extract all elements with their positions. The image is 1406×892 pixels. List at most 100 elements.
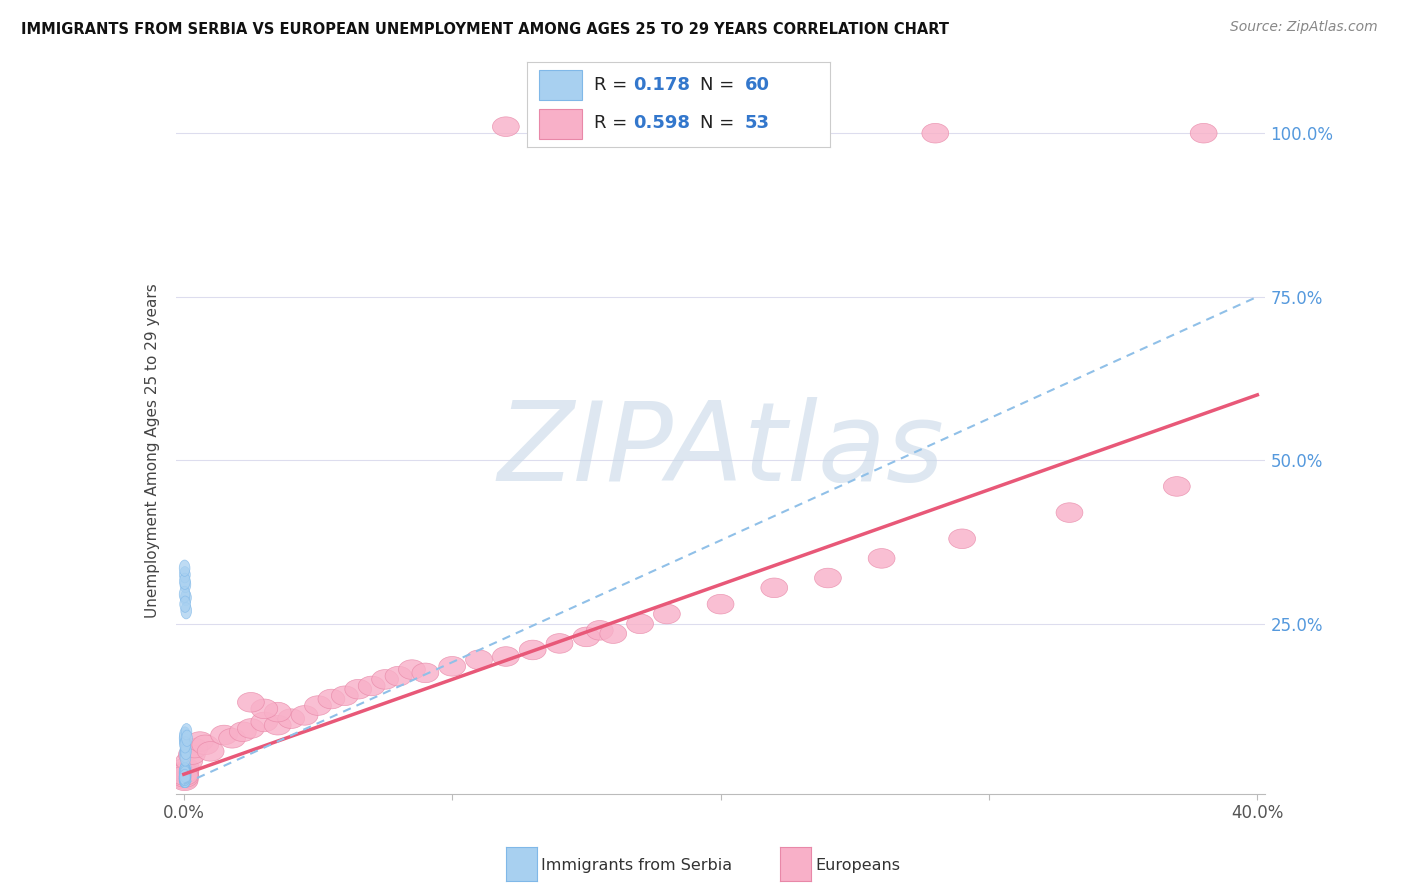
Ellipse shape bbox=[180, 767, 190, 784]
Ellipse shape bbox=[180, 766, 190, 782]
Ellipse shape bbox=[1191, 123, 1218, 143]
Ellipse shape bbox=[180, 763, 190, 780]
Ellipse shape bbox=[179, 772, 190, 788]
Ellipse shape bbox=[180, 743, 190, 760]
Text: 0.178: 0.178 bbox=[633, 76, 690, 94]
Text: R =: R = bbox=[593, 114, 633, 132]
Ellipse shape bbox=[180, 760, 191, 776]
Ellipse shape bbox=[179, 586, 190, 603]
Text: 0.598: 0.598 bbox=[633, 114, 690, 132]
Ellipse shape bbox=[179, 560, 190, 576]
Ellipse shape bbox=[359, 676, 385, 696]
Ellipse shape bbox=[180, 767, 191, 784]
Bar bbox=[540, 70, 582, 100]
Ellipse shape bbox=[238, 692, 264, 712]
Ellipse shape bbox=[180, 740, 191, 756]
Ellipse shape bbox=[181, 603, 191, 619]
Ellipse shape bbox=[180, 747, 190, 763]
Ellipse shape bbox=[305, 696, 332, 715]
Ellipse shape bbox=[180, 766, 191, 782]
Ellipse shape bbox=[278, 709, 305, 729]
Ellipse shape bbox=[318, 690, 344, 709]
Ellipse shape bbox=[180, 566, 190, 583]
Ellipse shape bbox=[385, 666, 412, 686]
Ellipse shape bbox=[519, 640, 546, 660]
Ellipse shape bbox=[814, 568, 841, 588]
Ellipse shape bbox=[627, 614, 654, 633]
Text: 53: 53 bbox=[745, 114, 770, 132]
Ellipse shape bbox=[176, 751, 202, 771]
Ellipse shape bbox=[949, 529, 976, 549]
Ellipse shape bbox=[492, 647, 519, 666]
Ellipse shape bbox=[180, 766, 190, 782]
Ellipse shape bbox=[179, 764, 190, 781]
Text: Source: ZipAtlas.com: Source: ZipAtlas.com bbox=[1230, 20, 1378, 34]
Ellipse shape bbox=[179, 769, 190, 785]
Ellipse shape bbox=[180, 764, 190, 781]
Ellipse shape bbox=[180, 772, 191, 788]
Ellipse shape bbox=[179, 769, 190, 786]
Ellipse shape bbox=[398, 660, 426, 680]
Ellipse shape bbox=[180, 764, 190, 781]
Ellipse shape bbox=[332, 686, 359, 706]
Ellipse shape bbox=[172, 764, 198, 783]
Ellipse shape bbox=[179, 730, 190, 747]
Ellipse shape bbox=[172, 770, 198, 789]
Ellipse shape bbox=[180, 733, 190, 749]
Ellipse shape bbox=[371, 670, 398, 690]
Ellipse shape bbox=[172, 768, 198, 788]
Ellipse shape bbox=[179, 769, 190, 785]
Ellipse shape bbox=[180, 764, 191, 781]
Ellipse shape bbox=[180, 574, 190, 590]
Ellipse shape bbox=[181, 723, 191, 740]
Ellipse shape bbox=[229, 722, 256, 741]
Ellipse shape bbox=[179, 772, 190, 788]
Ellipse shape bbox=[187, 731, 214, 751]
Ellipse shape bbox=[600, 624, 627, 643]
Ellipse shape bbox=[180, 763, 190, 780]
Ellipse shape bbox=[179, 772, 190, 788]
Text: ZIPAtlas: ZIPAtlas bbox=[498, 397, 943, 504]
Ellipse shape bbox=[180, 764, 190, 781]
Ellipse shape bbox=[180, 763, 190, 780]
Ellipse shape bbox=[219, 729, 246, 748]
Text: N =: N = bbox=[700, 114, 740, 132]
Ellipse shape bbox=[180, 769, 191, 785]
Ellipse shape bbox=[180, 769, 190, 785]
Ellipse shape bbox=[291, 706, 318, 725]
Ellipse shape bbox=[179, 766, 190, 782]
Ellipse shape bbox=[465, 650, 492, 670]
Ellipse shape bbox=[211, 725, 238, 745]
Ellipse shape bbox=[238, 719, 264, 739]
Ellipse shape bbox=[492, 117, 519, 136]
Ellipse shape bbox=[180, 766, 190, 782]
Text: 60: 60 bbox=[745, 76, 770, 94]
Ellipse shape bbox=[180, 764, 190, 781]
Ellipse shape bbox=[172, 765, 198, 785]
Text: Europeans: Europeans bbox=[815, 858, 900, 872]
Ellipse shape bbox=[586, 621, 613, 640]
Ellipse shape bbox=[180, 769, 190, 785]
Text: Immigrants from Serbia: Immigrants from Serbia bbox=[541, 858, 733, 872]
Ellipse shape bbox=[264, 715, 291, 735]
Ellipse shape bbox=[180, 749, 191, 766]
Ellipse shape bbox=[412, 663, 439, 682]
Ellipse shape bbox=[1056, 503, 1083, 523]
Y-axis label: Unemployment Among Ages 25 to 29 years: Unemployment Among Ages 25 to 29 years bbox=[145, 283, 160, 618]
Ellipse shape bbox=[180, 767, 190, 784]
Ellipse shape bbox=[173, 758, 200, 778]
Ellipse shape bbox=[179, 745, 205, 764]
Ellipse shape bbox=[180, 769, 190, 786]
Ellipse shape bbox=[180, 769, 191, 786]
Ellipse shape bbox=[546, 633, 574, 653]
Ellipse shape bbox=[707, 594, 734, 614]
Ellipse shape bbox=[197, 741, 224, 761]
Ellipse shape bbox=[172, 771, 198, 790]
Ellipse shape bbox=[172, 761, 198, 780]
Ellipse shape bbox=[180, 769, 190, 786]
Ellipse shape bbox=[180, 727, 190, 743]
Ellipse shape bbox=[179, 769, 190, 786]
Ellipse shape bbox=[574, 627, 600, 647]
Ellipse shape bbox=[180, 576, 191, 593]
Ellipse shape bbox=[654, 604, 681, 624]
